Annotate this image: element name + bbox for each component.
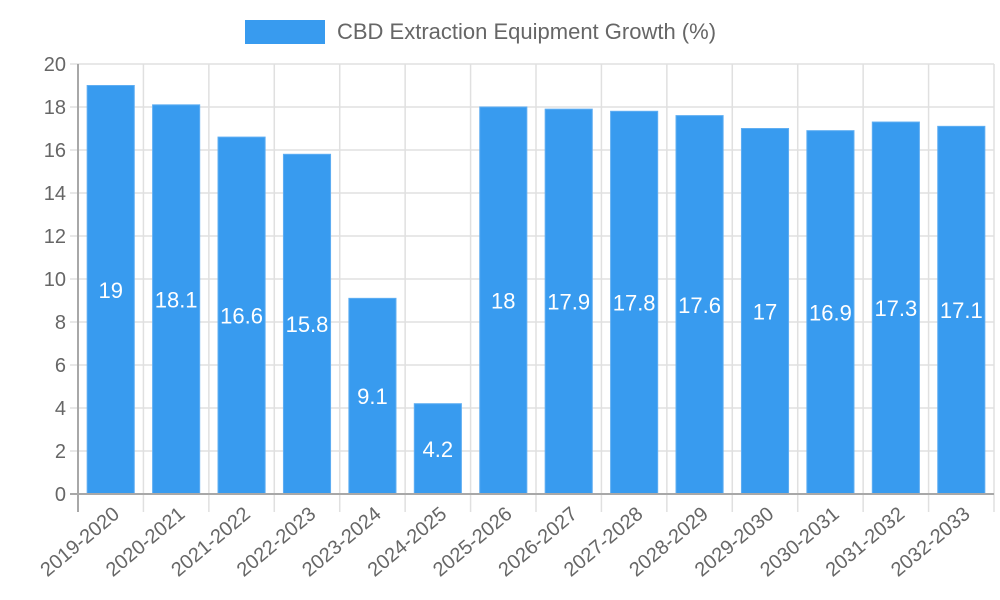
y-tick-label: 6 <box>55 355 66 377</box>
grid <box>70 63 995 512</box>
bars <box>86 85 986 495</box>
bar-2032-2033[interactable] <box>937 125 986 495</box>
bar-2029-2030[interactable] <box>740 128 790 495</box>
data-label: 18.1 <box>155 287 198 312</box>
legend-label[interactable]: CBD Extraction Equipment Growth (%) <box>337 19 716 44</box>
bar-2026-2027[interactable] <box>544 108 593 495</box>
bar-2028-2029[interactable] <box>675 115 724 495</box>
bar-2025-2026[interactable] <box>479 106 528 495</box>
data-label: 17 <box>753 299 777 324</box>
bar-2022-2023[interactable] <box>282 153 332 495</box>
bar-2021-2022[interactable] <box>217 136 266 495</box>
y-axis-ticks: 0 2 4 6 8 10 12 14 16 18 20 <box>44 54 66 506</box>
data-label: 17.8 <box>613 291 656 316</box>
data-label: 19 <box>98 278 122 303</box>
data-label: 17.3 <box>874 296 917 321</box>
bar-2030-2031[interactable] <box>806 130 855 495</box>
y-tick-label: 2 <box>55 441 66 463</box>
data-label: 16.9 <box>809 300 852 325</box>
data-labels: 19 18.1 16.6 15.8 9.1 4.2 18 17.9 17.8 17.6 17 16.9… <box>98 278 982 462</box>
y-tick-label: 20 <box>44 54 66 76</box>
bar-2027-2028[interactable] <box>610 110 659 495</box>
y-tick-label: 0 <box>55 484 66 506</box>
y-tick-label: 8 <box>55 312 66 334</box>
data-label: 18 <box>491 289 515 314</box>
data-label: 17.1 <box>940 298 983 323</box>
legend[interactable]: CBD Extraction Equipment Growth (%) <box>245 19 716 44</box>
y-tick-label: 10 <box>44 269 66 291</box>
y-tick-label: 12 <box>44 226 66 248</box>
data-label: 17.9 <box>547 290 590 315</box>
bar-2023-2024[interactable] <box>348 297 397 495</box>
data-label: 9.1 <box>357 384 388 409</box>
data-label: 4.2 <box>423 437 454 462</box>
y-tick-label: 14 <box>44 183 66 205</box>
data-label: 16.6 <box>220 304 263 329</box>
bar-2020-2021[interactable] <box>152 104 201 495</box>
data-label: 17.6 <box>678 293 721 318</box>
y-tick-label: 16 <box>44 140 66 162</box>
bar-2031-2032[interactable] <box>871 121 920 495</box>
axes <box>70 64 994 512</box>
x-axis-ticks: 2019-20202020-20212021-20222022-20232023… <box>37 503 975 581</box>
y-tick-label: 18 <box>44 97 66 119</box>
data-label: 15.8 <box>286 312 329 337</box>
y-tick-label: 4 <box>55 398 66 420</box>
legend-swatch[interactable] <box>245 20 325 44</box>
bar-2024-2025[interactable] <box>413 403 462 495</box>
bar-2019-2020[interactable] <box>86 85 135 495</box>
